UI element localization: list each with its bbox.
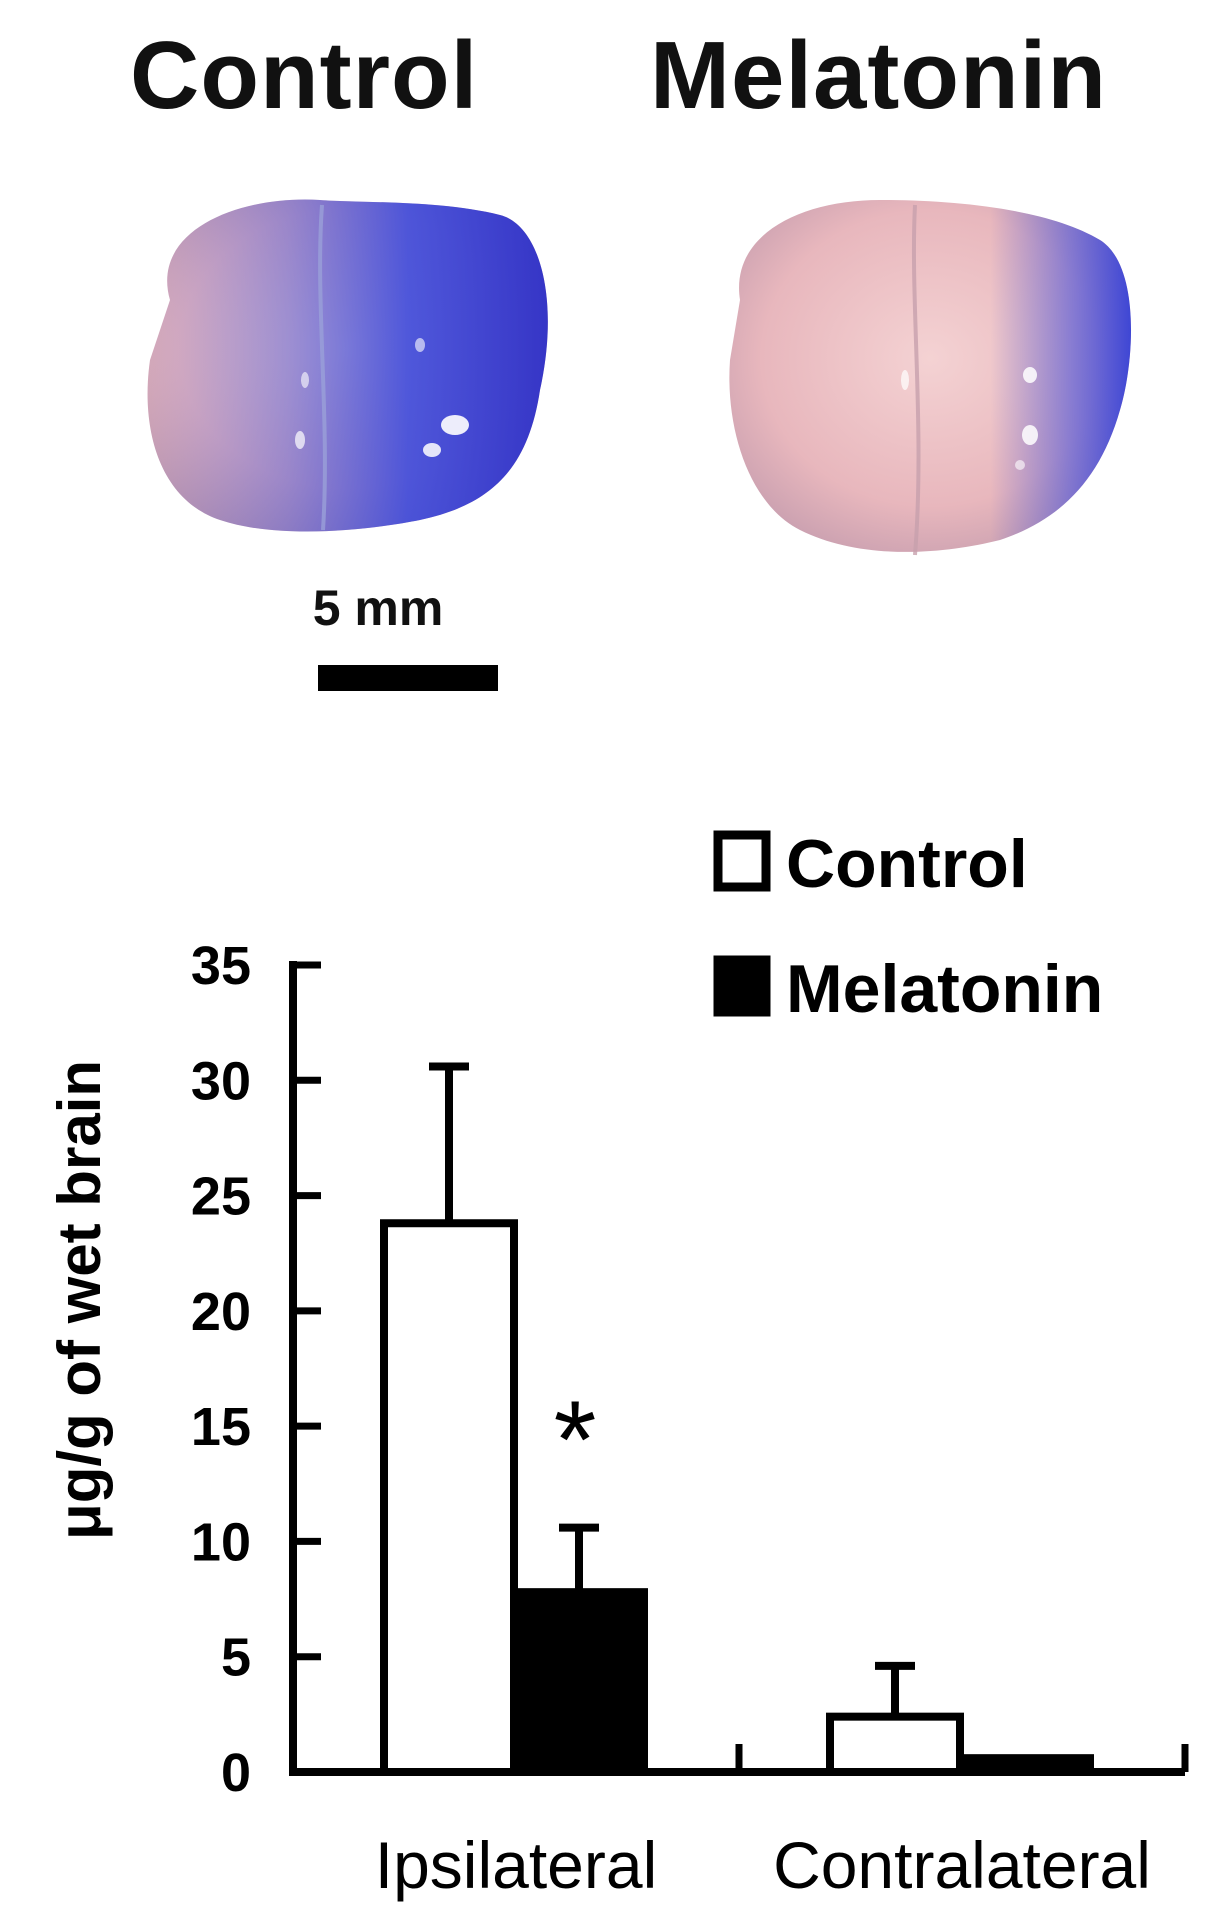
- melatonin-photo-title: Melatonin: [650, 22, 1107, 129]
- control-brain-image: [147, 199, 548, 532]
- scale-bar-label: 5 mm: [313, 580, 444, 636]
- y-tick-label: 5: [221, 1628, 251, 1688]
- annotations: *: [554, 1379, 597, 1502]
- legend-label-melatonin: Melatonin: [786, 951, 1103, 1027]
- x-axis: Ipsilateral Contralateral: [293, 1744, 1189, 1902]
- x-category-label: Ipsilateral: [375, 1828, 657, 1902]
- significance-asterisk: *: [554, 1379, 597, 1502]
- legend-swatch-melatonin: [713, 955, 771, 1017]
- y-tick-label: 35: [191, 936, 251, 996]
- y-axis-label: μg/g of wet brain: [46, 1060, 113, 1540]
- melatonin-brain-image: [729, 200, 1132, 556]
- control-photo-title: Control: [130, 22, 479, 129]
- legend: Control Melatonin: [713, 826, 1103, 1027]
- y-tick-label: 20: [191, 1282, 251, 1342]
- bar-control-ipsilateral: [380, 1219, 518, 1776]
- scale-bar: [318, 665, 498, 691]
- y-tick-label: 10: [191, 1512, 251, 1572]
- bars-group: [380, 1062, 1094, 1777]
- y-tick-label: 0: [221, 1743, 251, 1803]
- bar-melatonin-ipsilateral: [510, 1588, 648, 1777]
- y-axis: 0 5 10 15 20 25 30 35: [191, 936, 321, 1803]
- legend-label-control: Control: [786, 826, 1028, 902]
- bar-control-contralateral: [826, 1712, 964, 1776]
- y-tick-label: 25: [191, 1167, 251, 1227]
- y-tick-label: 30: [191, 1051, 251, 1111]
- legend-swatch-control: [713, 830, 771, 892]
- y-tick-label: 15: [191, 1397, 251, 1457]
- x-category-label: Contralateral: [773, 1828, 1151, 1902]
